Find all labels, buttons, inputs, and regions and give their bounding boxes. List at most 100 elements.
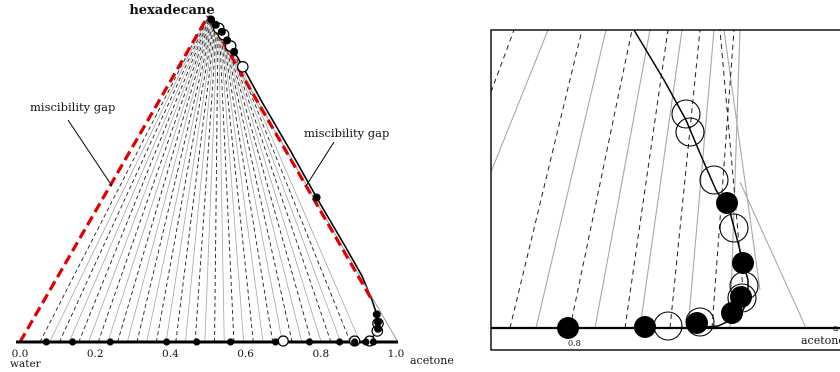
filled-marker	[69, 338, 77, 346]
ternary-diagram: hexadecane miscibility gap miscibility g…	[10, 3, 454, 370]
zoom-filled-marker	[730, 286, 752, 308]
miscibility-gap-label-left: miscibility gap	[30, 100, 115, 114]
tie-lines	[39, 15, 399, 343]
tie-line	[136, 23, 214, 343]
tie-line	[155, 24, 215, 343]
base-markers	[42, 335, 378, 347]
filled-marker	[226, 338, 235, 346]
phase-boundary-markers	[207, 15, 384, 337]
zoom-open-marker	[675, 117, 705, 147]
tie-line	[39, 17, 207, 343]
x-tick-label: 0.0	[12, 348, 29, 360]
tie-line	[88, 20, 210, 343]
x-tick-label: 0.2	[87, 348, 104, 360]
filled-marker	[336, 338, 344, 346]
zoom-tie-line	[639, 30, 683, 329]
tie-line	[146, 23, 214, 343]
zoom-filled-marker	[557, 317, 579, 339]
filled-marker	[193, 338, 201, 346]
tie-line	[222, 31, 283, 343]
open-marker	[277, 335, 289, 347]
tie-line	[49, 18, 208, 343]
filled-marker	[207, 15, 216, 24]
filled-marker	[223, 36, 232, 45]
x-tick-label: 0.6	[237, 348, 254, 360]
tie-line	[68, 19, 209, 343]
tie-line	[78, 20, 210, 343]
zoom-tie-line	[569, 30, 633, 329]
zoom-tie-lines	[491, 30, 807, 329]
zoom-tie-line	[535, 30, 607, 329]
tie-line	[214, 27, 219, 343]
zoom-tie-line	[669, 30, 701, 329]
x-tick-labels: 0.0 0.2 0.4 0.6 0.8 1.0	[12, 348, 405, 360]
tie-line	[220, 30, 254, 343]
filled-marker	[369, 338, 378, 346]
apex-label: hexadecane	[129, 3, 214, 18]
filled-marker	[42, 338, 50, 346]
zoom-frame	[490, 29, 840, 351]
filled-marker	[272, 338, 280, 346]
filled-marker	[362, 338, 370, 346]
filled-marker	[312, 193, 321, 202]
x-tick-label: 0.8	[312, 348, 329, 360]
zoom-filled-marker	[634, 316, 656, 338]
tie-line	[223, 32, 303, 343]
right-miscibility-gap-boundary	[206, 15, 374, 301]
zoom-inset: 0.8 acetone a	[490, 29, 840, 351]
zoom-filled-marker	[686, 312, 708, 334]
tie-line	[218, 28, 225, 343]
tie-line	[221, 31, 274, 343]
tie-line	[224, 33, 322, 343]
tie-line	[107, 21, 212, 343]
filled-marker	[230, 47, 239, 56]
zoom-tie-line	[711, 30, 735, 329]
tie-line	[126, 22, 213, 343]
tie-line	[58, 18, 208, 343]
filled-marker	[106, 338, 114, 346]
tie-line	[220, 30, 264, 343]
zoom-acetone-label: acetone	[801, 334, 840, 347]
miscibility-gap-label-right: miscibility gap	[304, 126, 389, 140]
zoom-open-marker	[671, 99, 701, 129]
acetone-axis-label: acetone	[410, 354, 454, 367]
filled-marker	[374, 318, 382, 327]
zoom-tie-line	[729, 30, 741, 329]
zoom-tie-line	[509, 30, 583, 329]
tie-line	[219, 29, 245, 343]
filled-marker	[372, 310, 381, 319]
tie-line	[204, 27, 218, 343]
zoom-open-marker	[653, 311, 683, 341]
zoom-filled-marker	[732, 252, 754, 274]
zoom-markers	[557, 99, 759, 341]
filled-marker	[374, 324, 382, 333]
tie-line	[165, 25, 216, 343]
zoom-tick-label: 0.8	[568, 339, 581, 348]
zoom-tie-line	[723, 30, 761, 291]
gap-leader-right	[305, 141, 335, 187]
tie-line	[117, 22, 212, 343]
tie-line	[218, 28, 235, 343]
zoom-axis-label-cut: a	[833, 324, 839, 334]
water-label: water	[10, 358, 42, 370]
zoom-tie-line	[491, 30, 515, 93]
filled-marker	[211, 20, 220, 29]
zoom-tie-line	[491, 30, 549, 173]
gap-leader-left	[67, 119, 113, 187]
zoom-tie-line	[739, 181, 807, 329]
filled-marker	[305, 338, 314, 346]
zoom-filled-marker	[716, 192, 738, 214]
filled-marker	[217, 27, 226, 36]
left-miscibility-gap-boundary	[18, 15, 210, 343]
tie-line	[185, 26, 217, 343]
tie-line	[97, 21, 211, 343]
x-tick-label: 1.0	[388, 348, 405, 360]
tie-line	[222, 32, 293, 343]
zoom-tie-line	[687, 30, 715, 329]
zoom-filled-marker	[721, 302, 743, 324]
tie-line	[175, 25, 216, 343]
zoom-open-marker	[685, 307, 715, 337]
zoom-open-marker	[699, 165, 729, 195]
tie-line	[194, 26, 218, 343]
